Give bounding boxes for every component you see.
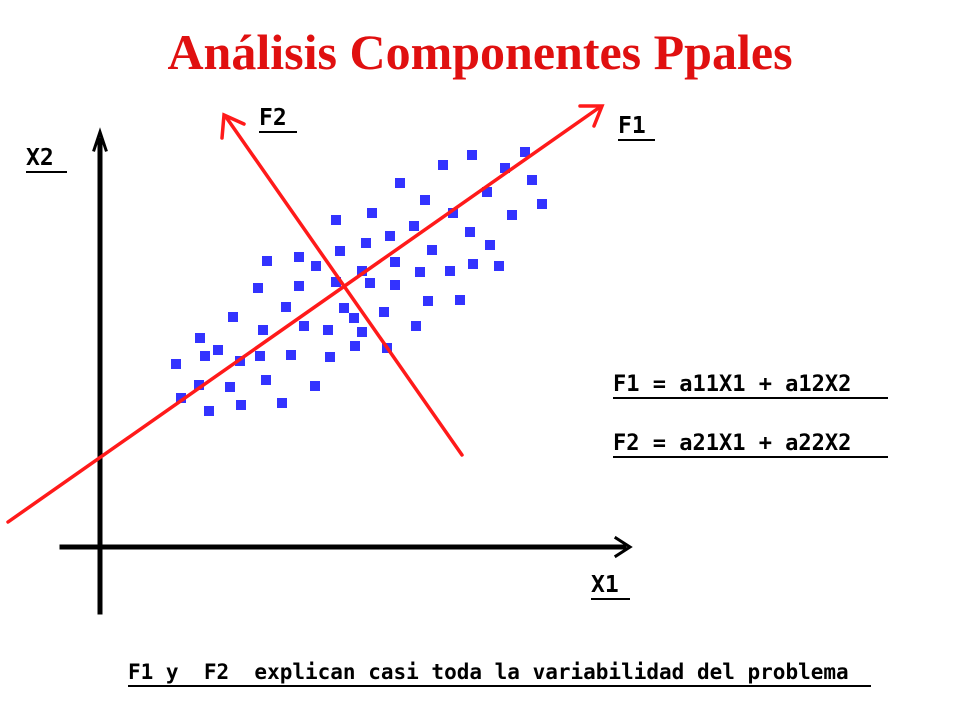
data-point [349,313,359,323]
y-axis-arrowhead [92,127,108,152]
data-point [420,195,430,205]
data-point [194,380,204,390]
data-point [390,280,400,290]
data-point [258,325,268,335]
data-point [228,312,238,322]
data-point [520,147,530,157]
data-point [281,302,291,312]
f1-arrowhead [578,104,605,128]
data-point [537,199,547,209]
data-point [225,382,235,392]
data-point [236,400,246,410]
data-point [294,252,304,262]
data-point [482,187,492,197]
data-point [286,350,296,360]
data-point [379,307,389,317]
data-point [310,381,320,391]
data-point [261,375,271,385]
data-point [395,178,405,188]
equations: F1 = a11X1 + a12X2 F2 = a21X1 + a22X2 [613,372,888,458]
f2-label: F2 [259,105,287,131]
data-point [427,245,437,255]
data-point [467,150,477,160]
data-point [253,283,263,293]
data-point [294,281,304,291]
data-point [262,256,272,266]
equation-f2: F2 = a21X1 + a22X2 [613,431,851,456]
x-axis-label: X1 [591,572,619,598]
f1-label: F1 [618,113,646,139]
data-point [415,267,425,277]
data-point [171,359,181,369]
diagram-labels: X2 X1 F1 F2 [26,105,655,600]
data-point [176,393,186,403]
data-point [507,210,517,220]
data-point [423,296,433,306]
data-point [255,351,265,361]
data-point [357,327,367,337]
data-points [171,147,547,416]
data-point [311,261,321,271]
data-point [438,160,448,170]
data-point [390,257,400,267]
component-arrows [6,104,605,524]
data-point [339,303,349,313]
data-point [350,341,360,351]
data-point [361,238,371,248]
data-point [325,352,335,362]
data-point [299,321,309,331]
data-point [448,208,458,218]
data-point [331,215,341,225]
data-point [365,278,375,288]
data-point [465,227,475,237]
f2-arrowhead [220,112,246,140]
data-point [485,240,495,250]
data-point [494,261,504,271]
data-point [500,163,510,173]
data-point [445,266,455,276]
equation-f1: F1 = a11X1 + a12X2 [613,372,851,397]
caption: F1 y F2 explican casi toda la variabilid… [128,660,849,684]
data-point [409,221,419,231]
data-point [213,345,223,355]
data-point [367,208,377,218]
data-point [195,333,205,343]
data-point [335,246,345,256]
data-point [468,259,478,269]
y-axis-label: X2 [26,145,54,171]
f2-arrow-line [224,115,464,457]
f1-arrow-line [6,105,602,524]
x-axis-arrowhead [613,535,633,559]
data-point [323,325,333,335]
data-point [385,231,395,241]
data-point [277,398,287,408]
data-point [455,295,465,305]
data-point [357,266,367,276]
data-point [411,321,421,331]
data-point [527,175,537,185]
slide-title: Análisis Componentes Ppales [167,24,793,80]
axes [59,127,633,615]
data-point [204,406,214,416]
data-point [331,277,341,287]
data-point [200,351,210,361]
